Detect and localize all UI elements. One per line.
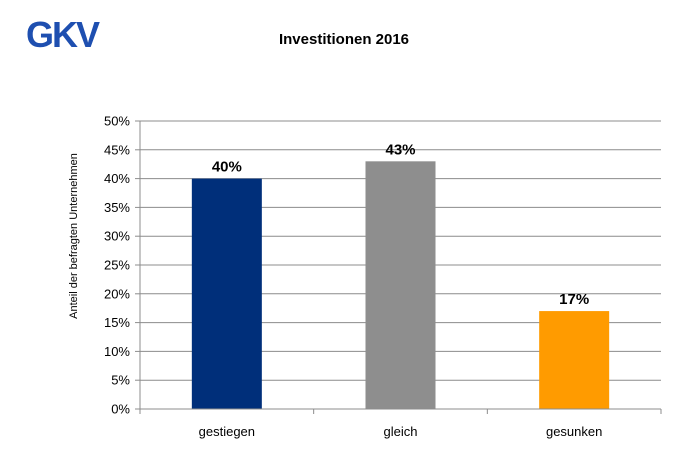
bar-gleich <box>365 161 436 409</box>
x-tick-labels: gestiegen gleich gesunken <box>199 424 603 439</box>
data-label: 43% <box>385 141 415 158</box>
y-tick-label: 25% <box>104 258 130 273</box>
bar-gesunken <box>539 311 610 409</box>
y-tick-label: 15% <box>104 315 130 330</box>
y-tick-labels: 0% 5% 10% 15% 20% 25% 30% 35% 40% 45% 50% <box>104 114 130 417</box>
category-label: gestiegen <box>199 424 255 439</box>
data-label: 40% <box>212 159 242 176</box>
data-label: 17% <box>559 291 589 308</box>
y-tick-label: 5% <box>111 373 130 388</box>
y-tick-label: 40% <box>104 171 130 186</box>
category-label: gesunken <box>546 424 602 439</box>
bars <box>191 161 610 409</box>
data-labels: 40% 43% 17% <box>212 141 589 308</box>
chart-title: Investitionen 2016 <box>278 31 410 48</box>
y-tick-label: 0% <box>111 402 130 417</box>
y-tick-label: 20% <box>104 286 130 301</box>
axes <box>135 120 662 414</box>
gkv-logo: GKV <box>26 14 102 54</box>
gkv-logo-text: GKV <box>26 14 100 54</box>
y-tick-label: 30% <box>104 229 130 244</box>
y-tick-label: 50% <box>104 114 130 129</box>
category-label: gleich <box>384 424 418 439</box>
y-tick-label: 45% <box>104 142 130 157</box>
y-tick-label: 10% <box>104 344 130 359</box>
y-tick-label: 35% <box>104 200 130 215</box>
bar-gestiegen <box>191 178 262 409</box>
